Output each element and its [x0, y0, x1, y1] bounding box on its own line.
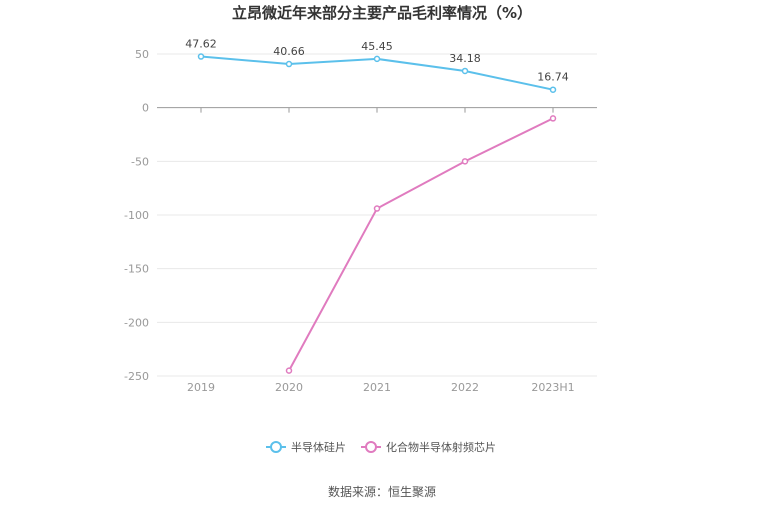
- y-tick-label: 50: [135, 48, 149, 61]
- legend-marker: [365, 441, 377, 453]
- y-tick-label: -150: [124, 263, 149, 276]
- data-point[interactable]: [373, 205, 381, 212]
- series-line: [288, 117, 554, 372]
- legend-item-1[interactable]: 半导体硅片: [266, 440, 346, 454]
- grid: [157, 53, 597, 377]
- data-point[interactable]: [197, 53, 205, 60]
- x-tick-label: 2020: [275, 381, 303, 394]
- series-1: 47.62 40.66 45.45 34.18 16.74: [185, 38, 569, 93]
- series-2: [285, 115, 557, 374]
- data-label: 16.74: [537, 71, 569, 84]
- data-point[interactable]: [285, 60, 293, 68]
- legend-item-2[interactable]: 化合物半导体射频芯片: [361, 440, 496, 454]
- legend-marker: [270, 441, 282, 453]
- legend-label: 半导体硅片: [291, 440, 346, 454]
- data-point[interactable]: [549, 115, 557, 122]
- axes: 50 0 -50 -100 -150 -200 -250 2019 2020 2021 2022 20…: [124, 48, 597, 394]
- legend[interactable]: 半导体硅片 化合物半导体射频芯片: [266, 440, 496, 454]
- data-point[interactable]: [549, 86, 557, 93]
- x-tick-label: 2023H1: [531, 381, 574, 394]
- data-point[interactable]: [285, 367, 293, 374]
- y-tick-label: -250: [124, 370, 149, 383]
- data-source: 数据来源：恒生聚源: [328, 484, 436, 499]
- data-label: 47.62: [185, 38, 217, 51]
- data-point[interactable]: [373, 55, 381, 63]
- y-tick-label: -50: [131, 155, 149, 168]
- y-tick-label: -200: [124, 316, 149, 329]
- legend-label: 化合物半导体射频芯片: [386, 440, 496, 454]
- data-label: 34.18: [449, 52, 481, 65]
- data-point[interactable]: [461, 67, 469, 75]
- chart-title: 立昂微近年来部分主要产品毛利率情况（%）: [232, 4, 532, 22]
- y-tick-label: -100: [124, 209, 149, 222]
- x-tick-label: 2019: [187, 381, 215, 394]
- x-tick-label: 2022: [451, 381, 479, 394]
- x-tick-label: 2021: [363, 381, 391, 394]
- data-point[interactable]: [461, 158, 469, 165]
- data-label: 40.66: [273, 45, 305, 58]
- y-tick-label: 0: [142, 102, 149, 115]
- data-label: 45.45: [361, 40, 393, 53]
- series-layer: 47.62 40.66 45.45 34.18 16.74: [185, 38, 569, 374]
